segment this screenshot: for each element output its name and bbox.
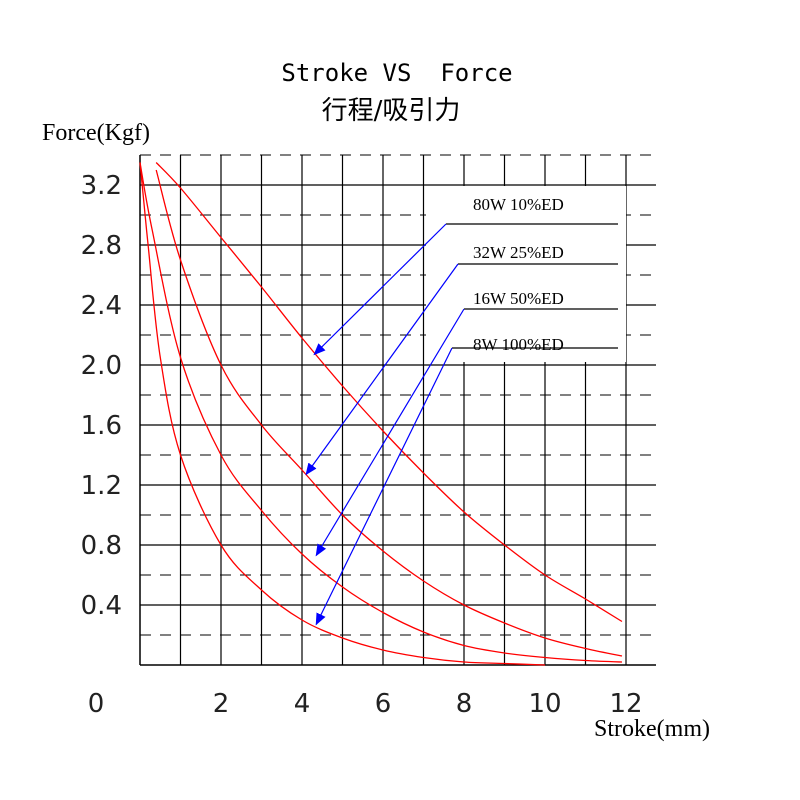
- y-tick-label: 0.8: [81, 531, 122, 561]
- y-tick-label: 1.6: [81, 411, 122, 441]
- series-line-4: [139, 162, 546, 666]
- legend: 80W 10%ED 32W 25%ED 16W 50%ED 8W 100%ED: [305, 186, 626, 626]
- y-axis-label: Force(Kgf): [42, 120, 150, 146]
- grid: [139, 154, 656, 666]
- series-line-3: [139, 162, 623, 663]
- legend-label: 80W 10%ED: [473, 195, 564, 214]
- x-tick-label: 12: [609, 689, 642, 719]
- series-line-1: [155, 162, 623, 623]
- legend-label: 32W 25%ED: [473, 243, 564, 262]
- x-tick-label: 8: [456, 689, 473, 719]
- y-tick-label: 2.4: [81, 291, 122, 321]
- legend-background: [426, 186, 626, 362]
- y-tick-label: 2.8: [81, 231, 122, 261]
- y-tick-label: 1.2: [81, 471, 122, 501]
- y-tick-label: 2.0: [81, 351, 122, 381]
- legend-pointer-arrow: [305, 263, 459, 476]
- x-tick-label: 4: [294, 689, 311, 719]
- x-tick-label: 6: [375, 689, 392, 719]
- y-tick-label: 0.4: [81, 591, 122, 621]
- legend-pointer-arrow: [315, 347, 453, 626]
- axis-ticks: 0 2 4 6 8 10 12 3.2 2.8 2.4 2.0 1.6 1.2 0.8 0.4: [81, 171, 643, 719]
- chart-title: Stroke VS Force: [281, 59, 512, 87]
- x-axis-label: Stroke(mm): [594, 716, 710, 742]
- data-series: [139, 162, 623, 666]
- x-tick-label: 10: [528, 689, 561, 719]
- legend-pointer-arrow: [313, 223, 447, 356]
- x-tick-label: 2: [213, 689, 230, 719]
- x-tick-label: 0: [88, 689, 105, 719]
- chart-subtitle: 行程/吸引力: [322, 96, 461, 126]
- y-tick-label: 3.2: [81, 171, 122, 201]
- series-line-2: [155, 169, 623, 657]
- legend-label: 8W 100%ED: [473, 335, 564, 354]
- legend-label: 16W 50%ED: [473, 289, 564, 308]
- legend-pointer-arrow: [315, 308, 465, 557]
